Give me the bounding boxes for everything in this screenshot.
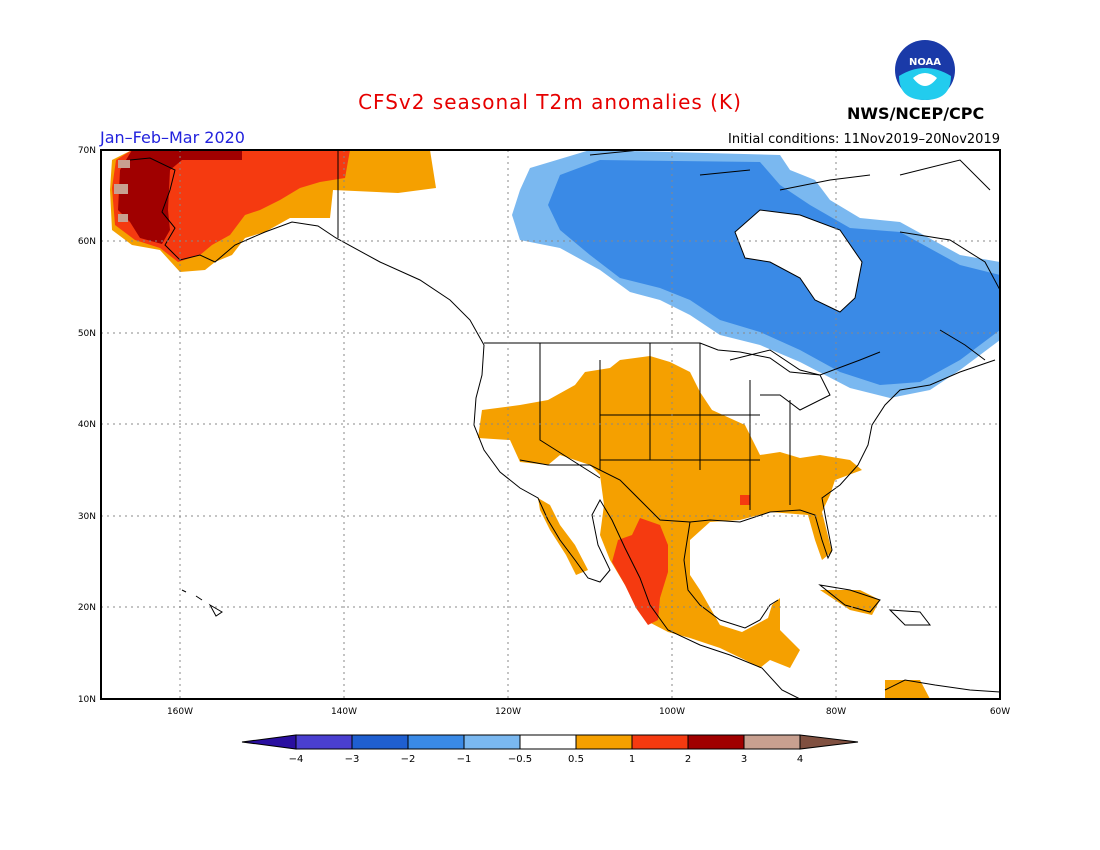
- us-mexico-border: [519, 459, 691, 523]
- colorbar-segment: [519, 734, 577, 750]
- caribbean-warm-region: [820, 590, 880, 615]
- hawaii-islands: [181, 589, 223, 617]
- alaska-brown-cell-3: [118, 214, 128, 222]
- colorbar-label: −1: [457, 754, 472, 765]
- longitude-labels: 160W 140W 120W 100W 80W 60W: [167, 707, 1010, 717]
- colorbar-label: 1: [629, 754, 635, 765]
- lon-label: 120W: [495, 707, 521, 717]
- lat-label: 70N: [78, 146, 96, 156]
- noaa-logo-text: NOAA: [909, 57, 941, 68]
- colorbar-label: 4: [797, 754, 803, 765]
- labrador-coast: [899, 231, 1000, 361]
- noaa-logo: NOAA: [895, 40, 955, 100]
- colorbar-label: −0.5: [508, 754, 532, 765]
- lon-label: 100W: [659, 707, 685, 717]
- west-coast: [473, 344, 801, 699]
- lat-label: 60N: [78, 237, 96, 247]
- colorbar-label: 2: [685, 754, 691, 765]
- lon-label: 140W: [331, 707, 357, 717]
- lat-label: 40N: [78, 420, 96, 430]
- alaska-coastline: [129, 157, 485, 346]
- hudson-bay-water: [735, 210, 862, 312]
- alaska-brown-cell-1: [118, 160, 130, 168]
- colorbar-segment: [687, 734, 745, 750]
- colorbar-segment: [743, 734, 801, 750]
- lon-label: 80W: [826, 707, 846, 717]
- coastlines: [129, 150, 1000, 699]
- latitude-labels: 70N 60N 50N 40N 30N 20N 10N: [78, 146, 96, 705]
- cuba-coast: [818, 584, 881, 613]
- gridlines: [101, 150, 1000, 699]
- lon-label: 160W: [167, 707, 193, 717]
- us-hot-cell: [740, 495, 750, 505]
- lon-label: 60W: [990, 707, 1010, 717]
- season-label: Jan–Feb–Mar 2020: [100, 128, 245, 147]
- colorbar-segment: [407, 734, 465, 750]
- lat-label: 10N: [78, 695, 96, 705]
- gulf-coast: [689, 359, 996, 560]
- us-canada-border: [484, 342, 881, 376]
- hudson-bay-coast: [734, 209, 863, 313]
- colorbar-segment: [463, 734, 521, 750]
- alaska-very-hot-region: [118, 150, 242, 244]
- initial-conditions-label: Initial conditions: 11Nov2019–20Nov2019: [728, 132, 1000, 147]
- lat-label: 30N: [78, 512, 96, 522]
- colorbar: [241, 734, 859, 750]
- colorbar-segment: [295, 734, 353, 750]
- colorbar-left-arrow: [241, 734, 297, 750]
- alaska-brown-cell-2: [114, 184, 128, 194]
- mexico-hot-region: [612, 518, 668, 625]
- lat-label: 50N: [78, 329, 96, 339]
- canada-cool-region: [548, 160, 1000, 385]
- colorbar-segment: [351, 734, 409, 750]
- map-frame: [100, 149, 1001, 700]
- gulf-mexico-coast: [683, 521, 779, 629]
- map-title: CFSv2 seasonal T2m anomalies (K): [358, 90, 742, 114]
- agency-label: NWS/NCEP/CPC: [847, 104, 985, 123]
- hispaniola-coast: [888, 609, 932, 626]
- colorbar-label: 3: [741, 754, 747, 765]
- colorbar-label: 0.5: [568, 754, 584, 765]
- arctic-islands: [589, 150, 991, 191]
- state-line-1: [539, 343, 601, 479]
- great-lakes: [729, 349, 831, 411]
- colorbar-segment: [631, 734, 689, 750]
- anomaly-fields: [110, 150, 1000, 699]
- colorbar-right-arrow: [799, 734, 859, 750]
- colorbar-label: −4: [289, 754, 304, 765]
- colorbar-label: −2: [401, 754, 416, 765]
- lat-label: 20N: [78, 603, 96, 613]
- us-warm-region: [478, 356, 862, 668]
- colorbar-segment: [575, 734, 633, 750]
- colorbar-labels: −4 −3 −2 −1 −0.5 0.5 1 2 3 4: [289, 754, 804, 765]
- us-warm-baja: [538, 498, 588, 575]
- colorbar-label: −3: [345, 754, 360, 765]
- south-america-coast: [884, 679, 1000, 693]
